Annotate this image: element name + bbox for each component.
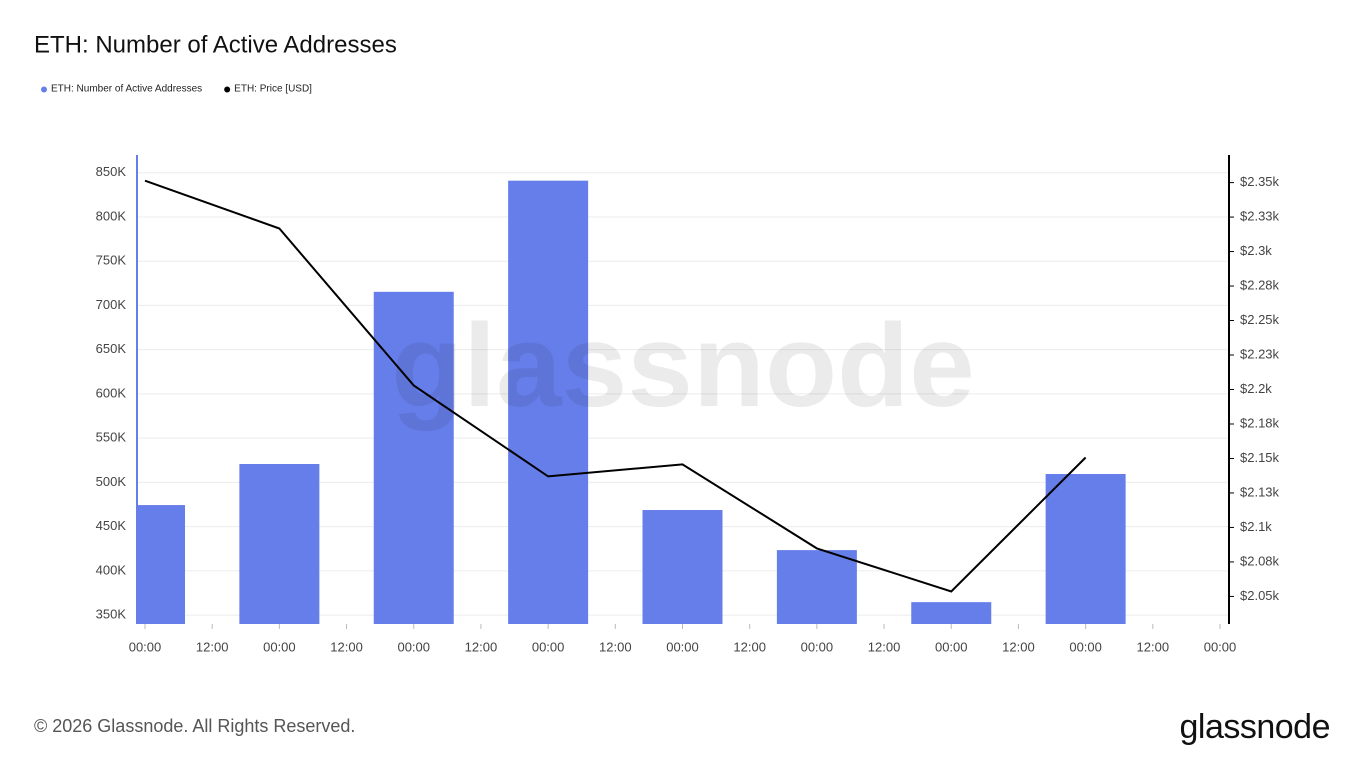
x-tick-label: 00:00 (1204, 639, 1237, 654)
legend-label: ETH: Price [USD] (234, 84, 312, 95)
y2-tick-label: $2.2k (1240, 381, 1272, 396)
watermark: glassnode (391, 300, 975, 432)
x-tick-label: 00:00 (129, 639, 162, 654)
y2-tick-label: $2.33k (1240, 209, 1280, 224)
legend: ETH: Number of Active Addresses ETH: Pric… (41, 84, 312, 95)
x-tick-label: 12:00 (196, 639, 229, 654)
y-tick-label: 500K (96, 474, 127, 489)
y2-tick-label: $2.35k (1240, 174, 1280, 189)
y-tick-label: 400K (96, 562, 127, 577)
y-tick-label: 850K (96, 164, 127, 179)
legend-marker (224, 86, 231, 93)
x-tick-label: 00:00 (935, 639, 968, 654)
bar (373, 291, 454, 624)
x-tick-label: 00:00 (666, 639, 699, 654)
price-line (144, 179, 1087, 593)
y-tick-label: 750K (96, 253, 127, 268)
x-tick-label: 00:00 (801, 639, 834, 654)
bar (642, 510, 723, 624)
x-tick-label: 12:00 (465, 639, 498, 654)
y2-tick-label: $2.15k (1240, 450, 1280, 465)
y2-tick-label: $2.05k (1240, 588, 1280, 603)
legend-label: ETH: Number of Active Addresses (51, 84, 202, 95)
x-tick-label: 12:00 (599, 639, 632, 654)
bar (776, 550, 857, 624)
x-tick-label: 12:00 (330, 639, 363, 654)
bar (911, 602, 992, 624)
y-tick-label: 600K (96, 385, 127, 400)
x-tick-label: 12:00 (1137, 639, 1170, 654)
axis-labels: 350K 400K 450K 500K 550K 600K 650K 700K 750K 800K… (96, 164, 1280, 654)
y2-tick-label: $2.1k (1240, 519, 1272, 534)
y-tick-label: 700K (96, 297, 127, 312)
x-tick-label: 12:00 (868, 639, 901, 654)
footer: © 2026 Glassnode. All Rights Reserved. (34, 716, 355, 736)
bar (137, 505, 185, 624)
x-tick-label: 12:00 (1002, 639, 1035, 654)
y-tick-label: 550K (96, 430, 127, 445)
logo: glassnode (1179, 708, 1330, 746)
x-tick-label: 00:00 (263, 639, 296, 654)
y-tick-label: 650K (96, 341, 127, 356)
x-tick-label: 00:00 (532, 639, 565, 654)
x-tick-label: 12:00 (733, 639, 766, 654)
y2-tick-label: $2.23k (1240, 346, 1280, 361)
lines (144, 179, 1087, 593)
y2-tick-label: $2.25k (1240, 312, 1280, 327)
chart-title: ETH: Number of Active Addresses (34, 31, 397, 58)
bars (137, 180, 1126, 624)
y-tick-label: 800K (96, 208, 127, 223)
y2-tick-label: $2.08k (1240, 553, 1280, 568)
bar (508, 180, 589, 624)
bar (239, 464, 320, 624)
y2-tick-label: $2.13k (1240, 484, 1280, 499)
y-tick-label: 350K (96, 607, 127, 622)
bar (1045, 474, 1126, 624)
x-tick-label: 00:00 (1069, 639, 1102, 654)
legend-marker (41, 86, 47, 93)
y2-tick-label: $2.28k (1240, 277, 1280, 292)
y2-tick-label: $2.3k (1240, 243, 1272, 258)
y2-tick-label: $2.18k (1240, 415, 1280, 430)
y-tick-label: 450K (96, 518, 127, 533)
x-tick-label: 00:00 (397, 639, 430, 654)
